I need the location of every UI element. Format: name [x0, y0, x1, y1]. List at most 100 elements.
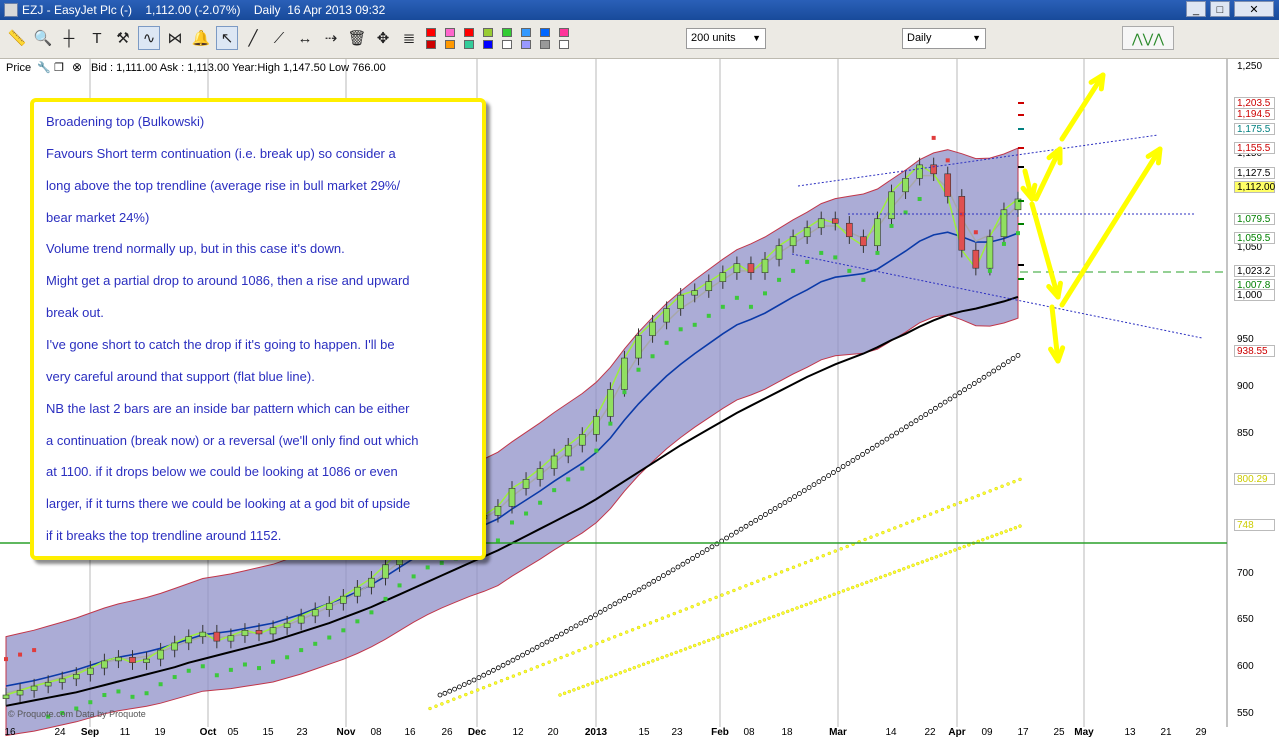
- crosshair-icon[interactable]: ┼: [63, 30, 75, 47]
- yellow-dot: [833, 549, 838, 553]
- trend-dot: [826, 473, 831, 479]
- trend-dot: [656, 576, 661, 581]
- color-swatch[interactable]: [464, 40, 474, 49]
- trend-dot: [801, 488, 807, 494]
- pattern-icon[interactable]: ⋈: [167, 30, 183, 47]
- candle-body: [16, 690, 24, 696]
- close-button[interactable]: ✕: [1234, 1, 1274, 17]
- minimize-button[interactable]: _: [1186, 1, 1206, 17]
- pointer-icon[interactable]: ↖: [216, 26, 238, 50]
- x-tick-label: 15: [262, 727, 274, 738]
- candle-body: [888, 191, 895, 220]
- y-price-box: 1,155.5: [1234, 142, 1275, 154]
- trend-dot: [612, 601, 618, 607]
- horizontal-line-icon[interactable]: ↔: [297, 30, 313, 47]
- color-swatch[interactable]: [559, 28, 569, 37]
- trend-dot: [884, 436, 890, 442]
- yellow-dot: [523, 669, 528, 674]
- yellow-dot: [920, 560, 925, 564]
- yellow-dot: [928, 512, 933, 516]
- candle-body: [283, 622, 291, 628]
- candle-body: [382, 564, 389, 579]
- yellow-dot: [869, 578, 874, 583]
- trend-dot: [539, 642, 545, 647]
- trend-dot: [811, 482, 817, 488]
- yellow-dot: [934, 510, 939, 514]
- trend-dot: [466, 679, 472, 685]
- sar-dot: [650, 354, 655, 359]
- zoom-icon[interactable]: 🔍: [33, 30, 53, 47]
- sar-dot: [819, 250, 824, 255]
- move-icon[interactable]: ✥: [376, 30, 390, 47]
- color-swatch[interactable]: [540, 40, 550, 49]
- yellow-dot: [888, 572, 892, 576]
- trend-dot: [908, 421, 914, 427]
- candle-body: [325, 603, 333, 610]
- period-select[interactable]: Daily ▼: [902, 28, 986, 49]
- color-swatch[interactable]: [483, 40, 493, 49]
- yellow-dot: [607, 637, 611, 641]
- sar-dot: [833, 255, 838, 260]
- fib-icon[interactable]: ≣: [402, 30, 416, 47]
- candle-body: [944, 173, 952, 197]
- color-swatch[interactable]: [426, 28, 436, 37]
- text-icon[interactable]: T: [92, 30, 102, 47]
- sar-dot: [622, 390, 627, 395]
- trend-dot: [724, 535, 729, 541]
- candle-body: [536, 468, 544, 480]
- alert-icon[interactable]: 🔔: [191, 30, 211, 47]
- ray-icon[interactable]: ⟋: [273, 30, 285, 47]
- color-swatch[interactable]: [540, 28, 550, 37]
- settings-icon[interactable]: 🔧: [37, 62, 51, 74]
- tools-icon[interactable]: ⚒: [116, 30, 130, 47]
- color-swatch[interactable]: [502, 40, 512, 49]
- trend-dot: [874, 442, 880, 448]
- annotation-box[interactable]: Broadening top (Bulkowski) Favours Short…: [30, 98, 486, 560]
- app-icon: [4, 3, 18, 17]
- trend-dot: [860, 451, 865, 457]
- color-swatch[interactable]: [483, 28, 493, 37]
- color-swatch[interactable]: [464, 28, 474, 37]
- chart-style-icon[interactable]: ⋀⋁⋀: [1122, 26, 1174, 50]
- y-tick-label: 650: [1237, 614, 1254, 625]
- color-swatch[interactable]: [559, 40, 569, 49]
- units-select[interactable]: 200 units ▼: [686, 28, 766, 49]
- yellow-dot: [600, 677, 604, 682]
- sar-dot: [495, 538, 500, 543]
- y-tick-label: 600: [1237, 661, 1254, 672]
- x-tick-label: 2013: [584, 727, 608, 738]
- maximize-button[interactable]: □: [1210, 1, 1230, 17]
- trend-dot: [646, 581, 652, 587]
- yellow-dot: [517, 672, 522, 676]
- sar-dot: [313, 641, 318, 646]
- yellow-dot: [744, 584, 748, 588]
- candle-body: [255, 630, 263, 635]
- delete-icon[interactable]: 🗑: [347, 30, 367, 47]
- color-swatch[interactable]: [445, 40, 455, 49]
- sar-dot: [945, 158, 950, 163]
- color-swatch[interactable]: [445, 28, 455, 37]
- quote-text: Bid : 1,111.00 Ask : 1,113.00 Year:High …: [91, 62, 386, 74]
- annotation-line: a continuation (break now) or a reversal…: [46, 433, 419, 448]
- color-swatch[interactable]: [426, 40, 436, 49]
- sar-dot: [664, 340, 669, 345]
- trend-dot: [593, 612, 598, 618]
- annotation-line: NB the last 2 bars are an inside bar pat…: [46, 401, 410, 416]
- trend-dot: [792, 494, 797, 500]
- color-swatch[interactable]: [521, 40, 531, 49]
- indicator-icon[interactable]: ∿: [138, 26, 160, 50]
- close-panel-icon[interactable]: ⊗: [72, 60, 83, 74]
- x-tick-label: Dec: [467, 727, 487, 738]
- window-icon[interactable]: ❐: [54, 62, 64, 74]
- candle-body: [649, 321, 656, 336]
- candle-body: [902, 178, 909, 193]
- candle-body: [663, 308, 670, 323]
- ruler-icon[interactable]: 📏: [7, 30, 27, 47]
- color-swatch[interactable]: [502, 28, 512, 37]
- extend-line-icon[interactable]: ⇢: [324, 30, 338, 47]
- y-price-box: 800.29: [1234, 473, 1275, 485]
- trendline-icon[interactable]: ╱: [248, 30, 258, 47]
- yellow-dot: [1008, 527, 1013, 532]
- x-tick-label: 11: [119, 727, 131, 738]
- color-swatch[interactable]: [521, 28, 531, 37]
